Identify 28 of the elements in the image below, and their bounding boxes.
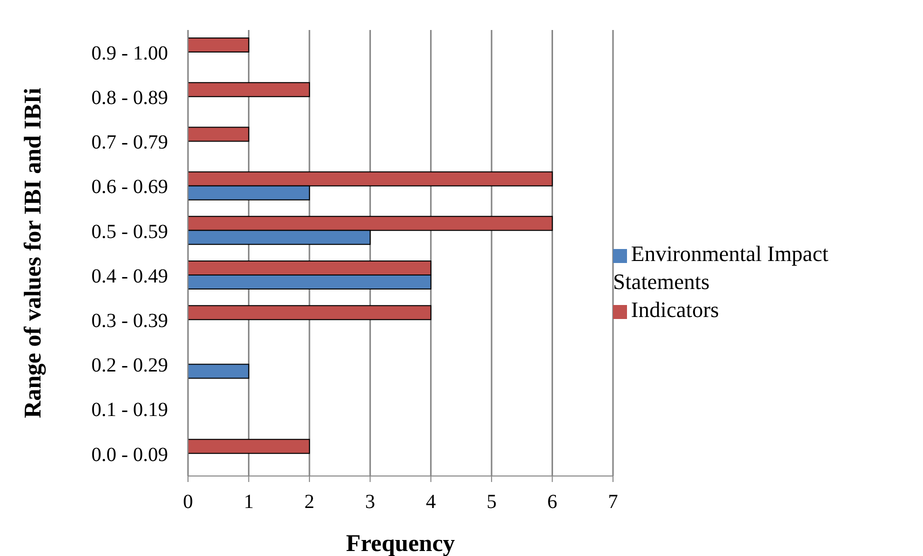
y-tick-label: 0.9 - 1.00 — [91, 42, 168, 64]
y-tick-label: 0.6 - 0.69 — [91, 176, 168, 198]
y-tick-label: 0.3 - 0.39 — [91, 310, 168, 332]
legend-label: Environmental Impact Statements — [613, 241, 828, 294]
bar — [188, 82, 310, 98]
x-tick-label: 4 — [426, 491, 436, 514]
bar — [188, 38, 250, 53]
bar — [188, 364, 250, 379]
y-tick-label: 0.2 - 0.29 — [91, 354, 168, 377]
bar — [188, 126, 250, 142]
y-tick-label: 0.7 - 0.79 — [91, 132, 168, 154]
x-axis-title: Frequency — [346, 531, 455, 556]
bar — [188, 305, 432, 320]
bar — [188, 438, 310, 454]
y-tick-label: 0.0 - 0.09 — [91, 444, 168, 466]
y-tick-label: 0.4 - 0.49 — [91, 265, 168, 288]
x-tick-label: 6 — [547, 491, 558, 514]
y-tick-label: 0.5 - 0.59 — [91, 220, 168, 243]
x-tick-label: 7 — [608, 491, 618, 514]
x-tick-label: 2 — [304, 491, 314, 514]
y-axis-title: Range of values for IBI and IBIi — [20, 88, 47, 418]
y-tick-label: 0.1 - 0.19 — [91, 399, 168, 422]
x-tick-label: 1 — [244, 491, 254, 514]
x-tick-label: 0 — [183, 491, 193, 514]
y-tick-label: 0.8 - 0.89 — [91, 87, 168, 109]
x-tick-label: 5 — [486, 491, 497, 514]
x-tick-label: 3 — [365, 491, 376, 514]
legend-label: Indicators — [631, 297, 719, 322]
